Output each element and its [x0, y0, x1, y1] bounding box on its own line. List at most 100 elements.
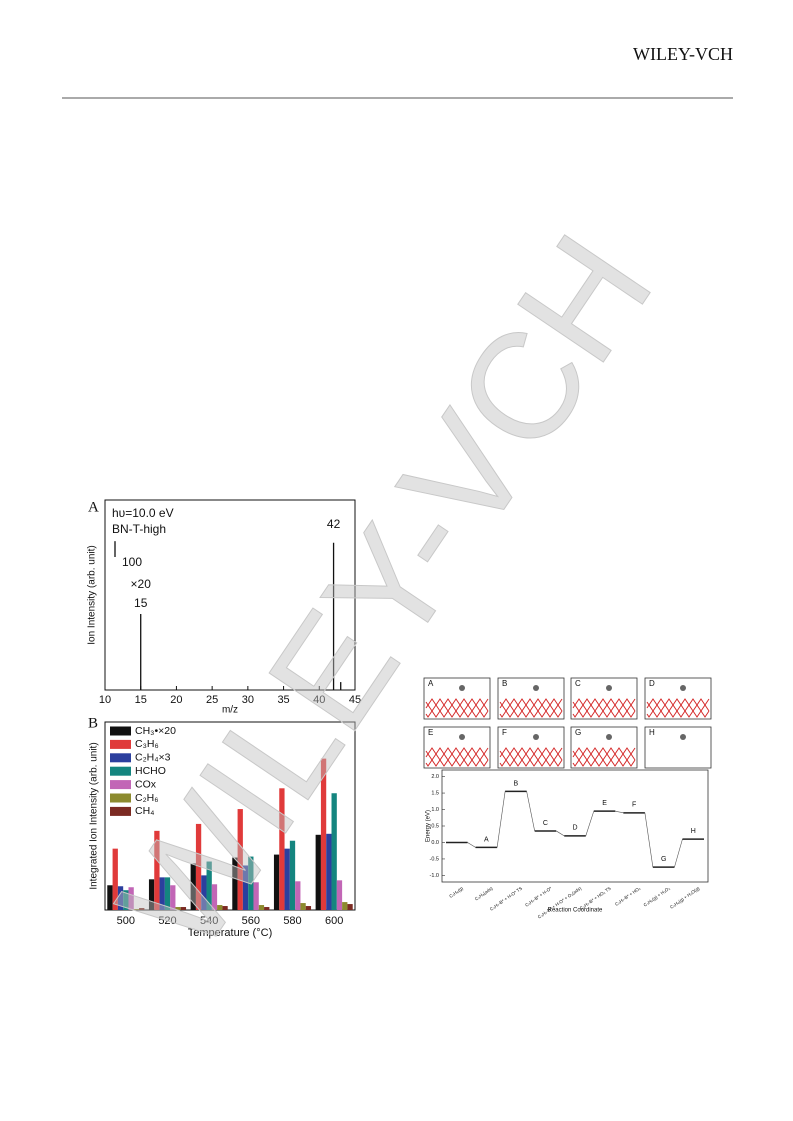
x-tick-label: 560	[242, 915, 260, 927]
x-tick-label: 540	[200, 915, 218, 927]
structure-label: E	[428, 728, 433, 737]
bar	[342, 902, 348, 910]
connector	[585, 811, 595, 836]
structure-label: B	[502, 679, 507, 688]
y-tick-label: 2.0	[431, 774, 439, 780]
peak-label: 15	[134, 596, 148, 610]
legend-label: C₂H₄×3	[135, 752, 171, 764]
x-tick-label: 20	[170, 694, 182, 706]
x-tick-label: 500	[117, 915, 135, 927]
plot-frame	[104, 721, 356, 911]
connector	[674, 839, 683, 868]
x-tick-label: C₃H₆(g) + H₂O(g)	[669, 885, 701, 909]
legend-label: C₂H₆	[135, 792, 158, 804]
x-axis-label: Reaction Coordinate	[548, 908, 603, 914]
level-label: A	[484, 836, 489, 843]
y-axis-label: Integrated Ion Intensity (arb. unit)	[89, 742, 100, 889]
panel-label: B	[88, 715, 98, 731]
connector	[615, 810, 624, 814]
molecule	[606, 734, 612, 740]
molecule	[459, 734, 465, 740]
bar	[284, 848, 290, 910]
bar	[159, 877, 165, 910]
x-tick-label: 600	[325, 915, 343, 927]
legend-label: HCHO	[135, 765, 166, 777]
bar	[347, 904, 353, 910]
annotation: hυ=10.0 eV	[112, 506, 174, 520]
x-tick-label: C₃H₈(g)	[448, 885, 464, 898]
bar	[258, 905, 265, 910]
bar	[232, 857, 238, 910]
molecule	[680, 685, 686, 691]
y-tick-label: 1.0	[431, 807, 439, 813]
molecule	[680, 734, 686, 740]
bar	[107, 885, 113, 910]
x-tick-label: 30	[242, 694, 254, 706]
annotation: BN-T-high	[112, 522, 166, 536]
bar	[237, 809, 243, 910]
structure-box	[644, 726, 712, 769]
y-tick-label: -1.0	[430, 873, 439, 879]
structure-label: G	[575, 728, 581, 737]
x-tick-label: 40	[313, 694, 325, 706]
connector	[556, 830, 565, 837]
structure-label: C	[575, 679, 581, 688]
bar	[112, 848, 118, 910]
legend-swatch	[110, 739, 131, 749]
bar	[217, 905, 223, 910]
scale-bar-label: 100	[122, 555, 142, 569]
x-tick-label: C₃H₈(ads)	[474, 885, 494, 901]
x-tick-label: C₃H₇-B* + H-O* TS	[489, 886, 523, 912]
bar	[305, 906, 312, 910]
y-tick-label: -0.5	[430, 856, 439, 862]
structure-lattice	[425, 747, 489, 767]
x-tick-label: C₃H₇-B* + HO₂	[614, 886, 641, 907]
legend-swatch	[110, 780, 131, 790]
level-label: E	[602, 800, 607, 807]
bar	[320, 758, 327, 910]
x-axis-label: Temperature (°C)	[188, 927, 272, 939]
bar	[180, 907, 187, 910]
bar	[154, 830, 160, 910]
level-label: B	[514, 780, 519, 787]
bar	[264, 907, 270, 910]
connector	[467, 842, 476, 848]
x-tick-label: C₃H₇-B* + H-O*	[524, 886, 553, 908]
bar	[148, 879, 155, 910]
level-label: D	[572, 825, 577, 832]
connector	[644, 812, 654, 868]
bar	[175, 907, 181, 910]
bar	[279, 788, 285, 910]
level-label: G	[661, 856, 666, 863]
legend-swatch	[110, 793, 131, 803]
level-label: F	[632, 802, 636, 809]
legend-label: C₃H₆	[135, 738, 159, 750]
connector	[526, 791, 535, 832]
structure-lattice	[425, 698, 489, 718]
legend-label: CH₃•×20	[135, 725, 176, 737]
x-tick-label: 25	[206, 694, 218, 706]
structure-lattice	[646, 698, 710, 718]
bar	[242, 865, 249, 910]
molecule	[533, 685, 539, 691]
structure-lattice	[572, 698, 636, 718]
bar	[248, 856, 254, 910]
bar	[190, 863, 196, 910]
bar	[326, 833, 332, 910]
molecule	[459, 685, 465, 691]
legend-label: CH₄	[135, 805, 154, 817]
structure-panels: A B C D E F G H	[423, 677, 712, 769]
watermark: WILEY-VCH	[86, 206, 684, 979]
legend-swatch	[110, 726, 131, 736]
bar	[206, 861, 212, 910]
legend-label: COx	[135, 778, 157, 790]
molecule	[533, 734, 539, 740]
x-tick-label: C₃H₆(g) + H₂O₂	[643, 886, 671, 908]
bar	[201, 875, 207, 910]
bar	[253, 882, 259, 910]
level-label: C	[543, 820, 548, 827]
bar	[289, 840, 296, 910]
structure-lattice	[499, 747, 563, 767]
bar	[195, 823, 202, 910]
